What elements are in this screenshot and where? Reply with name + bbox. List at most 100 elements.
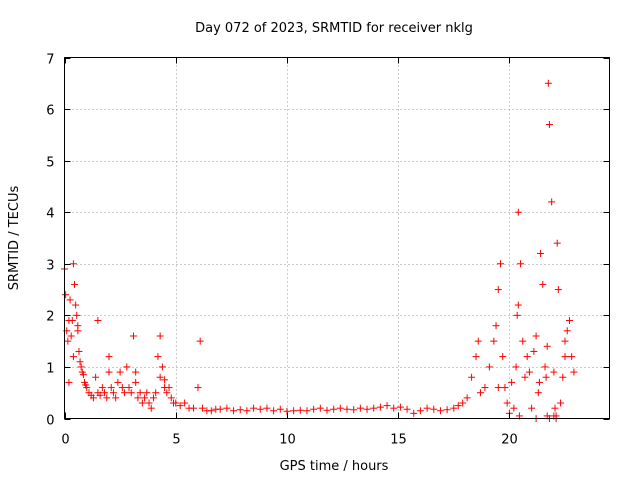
y-tick-label: 5 <box>46 156 54 171</box>
data-point <box>512 363 520 371</box>
data-point <box>530 347 538 355</box>
data-point <box>256 405 264 413</box>
data-point <box>145 399 153 407</box>
data-point <box>250 404 258 412</box>
data-point <box>370 404 378 412</box>
data-point <box>190 404 198 412</box>
data-point <box>494 384 502 392</box>
data-point <box>125 384 133 392</box>
data-point <box>383 402 391 410</box>
data-point <box>194 384 202 392</box>
data-point <box>76 358 84 366</box>
data-point <box>463 394 471 402</box>
data-point <box>65 378 73 386</box>
data-point <box>521 373 529 381</box>
data-point <box>72 301 80 309</box>
y-tick-label: 4 <box>46 207 54 222</box>
data-point <box>472 353 480 361</box>
data-point <box>539 280 547 288</box>
data-point <box>303 407 311 415</box>
data-point <box>94 317 102 325</box>
y-tick-label: 6 <box>46 104 54 119</box>
data-point <box>67 332 75 340</box>
data-point <box>548 198 556 206</box>
data-point <box>98 384 106 392</box>
data-point <box>561 337 569 345</box>
data-point <box>138 399 146 407</box>
data-point <box>92 373 100 381</box>
data-point <box>107 384 115 392</box>
data-point <box>363 405 371 413</box>
y-tick-label: 0 <box>46 414 54 429</box>
y-tick-label: 3 <box>46 259 54 274</box>
data-point <box>525 368 533 376</box>
data-point <box>528 404 536 412</box>
data-point <box>176 402 184 410</box>
data-point <box>89 394 97 402</box>
data-point <box>503 399 511 407</box>
data-point <box>390 404 398 412</box>
data-point <box>165 384 173 392</box>
x-tick-label: 0 <box>61 433 69 448</box>
x-tick-label: 20 <box>501 433 518 448</box>
data-point <box>69 353 77 361</box>
data-point <box>141 394 149 402</box>
data-point <box>443 406 451 414</box>
data-point <box>207 407 215 415</box>
y-tick-labels: 0 1 2 3 4 5 6 7 <box>46 53 54 429</box>
data-point <box>196 337 204 345</box>
data-point <box>223 404 231 412</box>
data-point <box>476 389 484 397</box>
data-point <box>490 337 498 345</box>
data-point <box>410 409 418 417</box>
data-point <box>134 394 142 402</box>
x-tick-labels: 0 5 10 15 20 <box>61 433 517 448</box>
data-point <box>481 384 489 392</box>
data-point <box>114 378 122 386</box>
x-tick-label: 10 <box>279 433 296 448</box>
data-point <box>112 394 120 402</box>
data-point <box>553 239 561 247</box>
data-point <box>123 363 131 371</box>
data-point <box>101 389 109 397</box>
data-point <box>62 291 70 299</box>
data-point <box>132 378 140 386</box>
data-point <box>73 311 81 319</box>
data-point <box>147 404 155 412</box>
data-point <box>283 407 291 415</box>
data-point <box>403 405 411 413</box>
data-point <box>535 378 543 386</box>
data-point <box>544 79 552 87</box>
data-point <box>152 389 160 397</box>
data-point <box>336 404 344 412</box>
data-point <box>459 399 467 407</box>
data-point <box>154 353 162 361</box>
data-point <box>565 317 573 325</box>
data-point <box>74 327 82 335</box>
data-point <box>105 368 113 376</box>
data-point <box>356 404 364 412</box>
data-point <box>316 404 324 412</box>
data-point <box>129 332 137 340</box>
data-point <box>64 337 72 345</box>
data-point <box>545 121 553 129</box>
data-point <box>156 373 164 381</box>
data-point <box>513 311 521 319</box>
x-axis-label: GPS time / hours <box>280 459 389 474</box>
data-point <box>561 353 569 361</box>
data-point <box>263 404 271 412</box>
data-point <box>551 404 559 412</box>
x-tick-label: 15 <box>390 433 407 448</box>
data-point <box>436 407 444 415</box>
data-point <box>570 368 578 376</box>
data-point <box>510 404 518 412</box>
data-point <box>543 342 551 350</box>
data-point <box>550 368 558 376</box>
data-point <box>563 327 571 335</box>
data-point <box>66 296 74 304</box>
data-point <box>541 363 549 371</box>
y-tick-label: 7 <box>46 53 54 68</box>
data-point <box>236 406 244 414</box>
data-point <box>296 406 304 414</box>
